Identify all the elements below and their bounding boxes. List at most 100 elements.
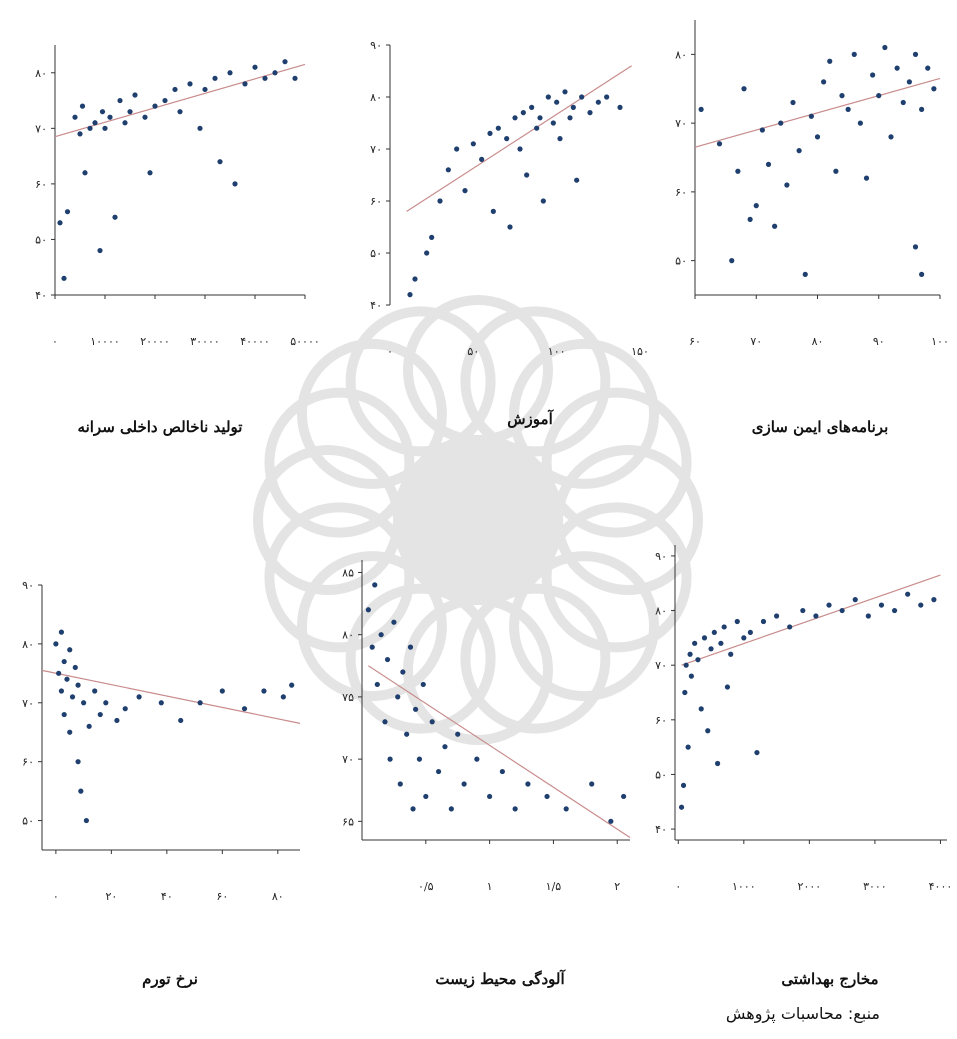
- immunization-point: [716, 141, 723, 147]
- education-point: [529, 104, 535, 110]
- inflation-point: [81, 700, 87, 706]
- pollution-y-tick-label: ۸۵: [342, 566, 354, 579]
- health-point: [728, 651, 734, 657]
- immunization-point: [876, 93, 882, 99]
- immunization-fit-line: [694, 77, 941, 148]
- scatter-health-svg: ۴۰ ۵۰ ۶۰ ۷۰ ۸۰ ۹۰ ۰ ۱۰۰۰ ۲۰۰۰ ۳۰۰۰ ۴۰۰۰: [655, 545, 952, 893]
- inflation-point: [86, 723, 92, 729]
- health-point: [715, 760, 721, 767]
- pollution-y-tick-label: ۶۵: [342, 815, 354, 828]
- gdp-point: [177, 109, 183, 115]
- health-point: [826, 602, 832, 608]
- pollution-point: [512, 806, 518, 812]
- health-point: [760, 618, 767, 625]
- scatter-pollution: ۶۵ ۷۰ ۷۵ ۸۰ ۸۵ ۰/۵ ۱ ۱/۵ ۲: [320, 540, 640, 893]
- immunization-point: [790, 99, 796, 106]
- education-point: [617, 104, 623, 110]
- gdp-point: [162, 97, 168, 104]
- pollution-point: [487, 793, 493, 800]
- gdp-point: [87, 125, 93, 131]
- health-point: [773, 613, 780, 619]
- gdp-point: [272, 70, 278, 76]
- watermark-petal: [264, 387, 415, 538]
- inflation-y-tick-label: ۵۰: [22, 815, 34, 828]
- education-point: [587, 110, 593, 116]
- gdp-y-tick-label: ۵۰: [35, 233, 47, 246]
- pollution-x-tick-label: ۰/۵: [418, 880, 434, 893]
- gdp-y-tick-label: ۴۰: [35, 289, 47, 302]
- immunization-x-tick-label: ۷۰: [750, 335, 762, 348]
- education-point: [512, 115, 518, 121]
- education-point: [574, 177, 580, 183]
- pollution-point: [423, 793, 429, 800]
- gdp-point: [202, 86, 208, 93]
- gdp-point: [262, 75, 268, 81]
- immunization-point: [796, 148, 802, 154]
- immunization-point: [839, 93, 845, 99]
- immunization-point: [870, 72, 876, 78]
- health-point: [698, 706, 704, 712]
- health-point: [741, 635, 747, 641]
- pollution-point: [413, 706, 419, 712]
- gdp-point: [117, 97, 123, 104]
- gdp-point: [82, 170, 88, 176]
- health-point: [878, 602, 885, 608]
- inflation-point: [75, 759, 81, 765]
- education-point: [545, 94, 551, 100]
- inflation-point: [103, 700, 109, 706]
- health-y-tick-label: ۷۰: [655, 659, 667, 672]
- immunization-x-tick-label: ۹۰: [873, 335, 885, 348]
- immunization-y-tick-label: ۶۰: [675, 186, 687, 199]
- immunization-point: [778, 120, 784, 126]
- pollution-point: [387, 756, 393, 762]
- education-point: [504, 136, 510, 142]
- pollution-point: [448, 806, 454, 812]
- education-point: [470, 141, 476, 147]
- gdp-point: [292, 75, 298, 81]
- pollution-point: [397, 781, 403, 787]
- gdp-point: [172, 86, 178, 93]
- health-point: [711, 629, 717, 636]
- education-y-tick-label: ۴۰: [370, 299, 382, 312]
- gdp-point: [57, 220, 63, 226]
- immunization-point: [784, 182, 790, 188]
- caption-gdp: تولید ناخالص داخلی سرانه: [77, 418, 243, 436]
- inflation-x-tick-label: ۸۰: [272, 890, 284, 903]
- pollution-point: [474, 756, 480, 762]
- health-x-tick-label: ۲۰۰۰: [798, 880, 822, 893]
- health-point: [724, 684, 731, 690]
- immunization-point: [833, 168, 839, 174]
- gdp-x-tick-label: ۵۰۰۰۰: [290, 335, 320, 348]
- education-point: [579, 94, 585, 100]
- inflation-point: [97, 711, 103, 718]
- inflation-y-tick-label: ۹۰: [22, 579, 34, 592]
- caption-health: مخارج بهداشتی: [781, 970, 879, 988]
- inflation-point: [61, 658, 67, 665]
- scatter-immunization: ۵۰ ۶۰ ۷۰ ۸۰ ۶۰ ۷۰ ۸۰ ۹۰ ۱۰۰: [640, 0, 957, 360]
- health-x-tick-label: ۰: [675, 880, 681, 893]
- inflation-point: [58, 688, 65, 694]
- scatter-immunization-svg: ۵۰ ۶۰ ۷۰ ۸۰ ۶۰ ۷۰ ۸۰ ۹۰ ۱۰۰: [675, 20, 949, 348]
- immunization-point: [821, 79, 827, 85]
- gdp-point: [132, 92, 138, 98]
- pollution-y-tick-label: ۷۰: [342, 753, 354, 766]
- pollution-x-tick-label: ۲: [614, 880, 620, 893]
- gdp-y-tick-label: ۷۰: [35, 122, 47, 135]
- inflation-x-tick-label: ۰: [53, 890, 59, 903]
- gdp-point: [99, 109, 106, 115]
- health-point: [718, 640, 724, 646]
- pollution-point: [407, 644, 414, 650]
- gdp-point: [282, 59, 288, 65]
- gdp-point: [217, 159, 223, 165]
- pollution-point: [455, 731, 461, 737]
- pollution-point: [384, 656, 391, 663]
- inflation-point: [122, 706, 128, 712]
- education-point: [490, 208, 496, 214]
- pollution-y-tick-label: ۸۰: [342, 629, 354, 642]
- scatter-inflation-svg: ۵۰ ۶۰ ۷۰ ۸۰ ۹۰ ۰ ۲۰ ۴۰ ۶۰ ۸۰: [22, 579, 301, 903]
- pollution-point: [400, 669, 406, 675]
- inflation-point: [92, 688, 98, 694]
- health-point: [905, 591, 911, 597]
- gdp-fit-line: [54, 63, 306, 138]
- health-point: [813, 613, 819, 619]
